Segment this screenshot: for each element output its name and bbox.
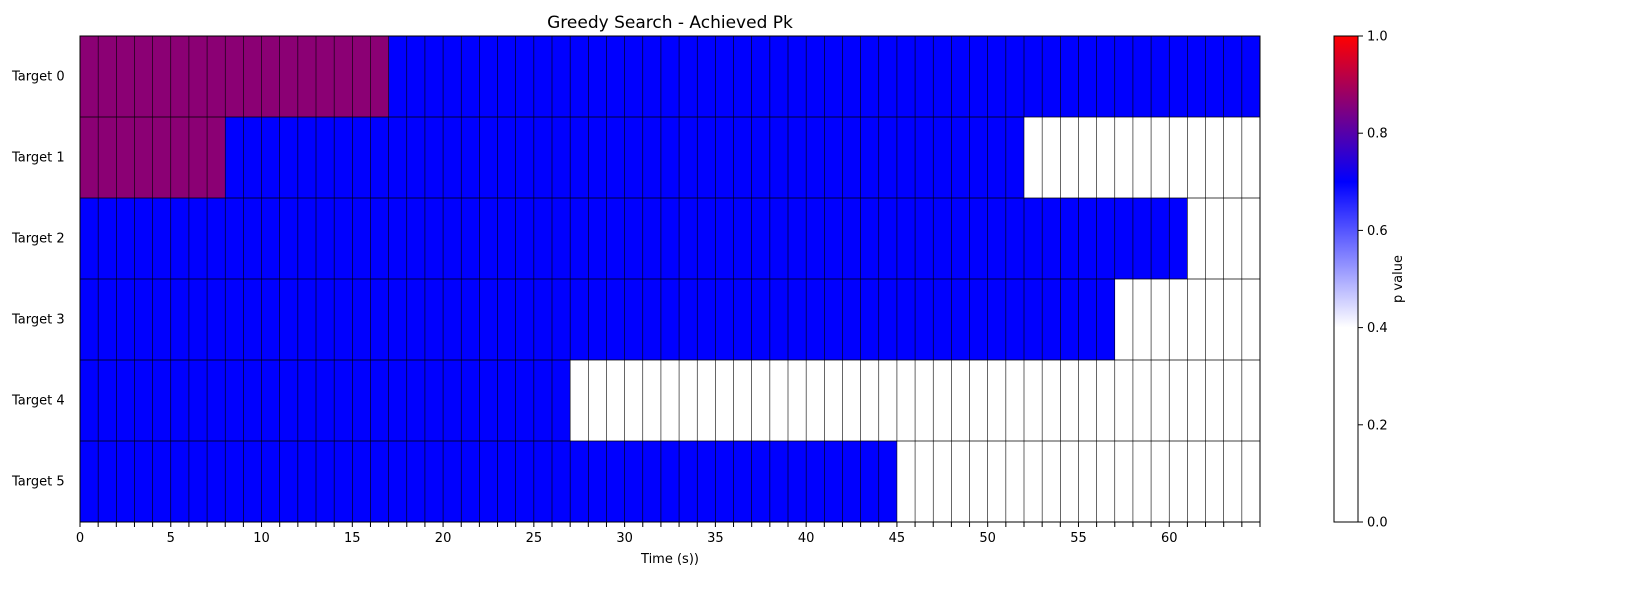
- x-axis: 0 5 10 15 20 25 30 35 40 45 50 55 60: [76, 522, 1261, 546]
- colorbar-gradient: [1333, 35, 1359, 523]
- colorbar-tick-label: 0.0: [1367, 516, 1388, 531]
- heatmap-cell: [80, 198, 1188, 279]
- x-tick-label: 45: [889, 531, 906, 546]
- x-tick-label: 40: [798, 531, 815, 546]
- colorbar-tick-label: 0.8: [1367, 127, 1388, 142]
- x-tick-label: 30: [616, 531, 633, 546]
- colorbar-tick-label: 0.4: [1367, 321, 1388, 336]
- row-label: Target 5: [11, 475, 65, 490]
- colorbar-tick-label: 0.2: [1367, 418, 1388, 433]
- x-tick-label: 25: [526, 531, 543, 546]
- row-labels: Target 0 Target 1 Target 2 Target 3 Target 4…: [11, 70, 65, 490]
- x-tick-label: 50: [979, 531, 996, 546]
- x-axis-label: Time (s)): [640, 552, 699, 567]
- row-label: Target 0: [11, 70, 65, 85]
- heatmap-cell: [80, 36, 389, 117]
- x-tick-label: 0: [76, 531, 84, 546]
- x-tick-label: 15: [344, 531, 361, 546]
- heatmap-cell: [80, 279, 1115, 360]
- colorbar-tick-label: 0.6: [1367, 224, 1388, 239]
- row-label: Target 2: [11, 232, 65, 247]
- row-label: Target 4: [11, 394, 65, 409]
- heatmap-gridlines: [80, 36, 1260, 522]
- colorbar-tick-label: 1.0: [1367, 30, 1388, 45]
- colorbar: 0.0 0.2 0.4 0.6 0.8 1.0 p value: [1333, 30, 1406, 531]
- row-label: Target 3: [11, 313, 65, 328]
- plot-frame: [79, 35, 1261, 523]
- x-tick-label: 10: [253, 531, 270, 546]
- colorbar-ticks: 0.0 0.2 0.4 0.6 0.8 1.0: [1358, 30, 1388, 531]
- heatmap-cell: [1024, 117, 1260, 198]
- x-tick-label: 5: [167, 531, 175, 546]
- x-tick-label: 55: [1070, 531, 1087, 546]
- x-tick-label: 20: [435, 531, 452, 546]
- row-label: Target 1: [11, 151, 65, 166]
- x-tick-label: 60: [1161, 531, 1178, 546]
- x-tick-label: 35: [707, 531, 724, 546]
- chart-title: Greedy Search - Achieved Pk: [547, 13, 793, 33]
- heatmap-cell: [80, 441, 897, 522]
- colorbar-label: p value: [1391, 255, 1406, 303]
- heatmap-cell: [80, 360, 571, 441]
